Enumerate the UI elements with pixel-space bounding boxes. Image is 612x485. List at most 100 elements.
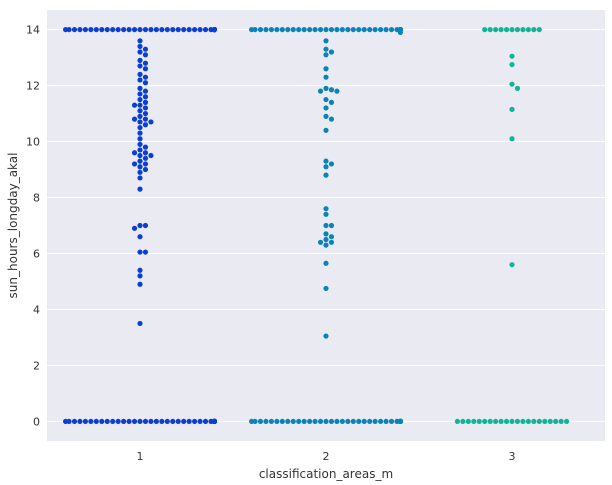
data-point xyxy=(323,113,329,119)
data-point xyxy=(525,26,531,33)
data-point xyxy=(249,418,255,425)
data-point xyxy=(164,26,170,33)
data-point xyxy=(356,26,362,33)
data-point xyxy=(397,418,403,425)
data-point xyxy=(290,26,296,33)
data-point xyxy=(142,116,149,122)
data-point xyxy=(328,239,335,245)
data-point xyxy=(137,124,143,131)
data-point xyxy=(137,152,143,159)
data-point xyxy=(137,77,143,83)
data-point xyxy=(142,144,149,150)
data-point xyxy=(493,26,499,33)
data-point xyxy=(99,418,105,425)
data-point xyxy=(553,418,559,425)
data-point xyxy=(312,418,318,425)
data-point xyxy=(317,26,324,33)
data-point xyxy=(328,161,335,167)
data-point xyxy=(197,418,203,425)
data-point xyxy=(328,87,335,93)
data-point xyxy=(323,172,329,178)
data-point xyxy=(121,26,127,33)
data-point xyxy=(323,333,329,339)
data-point xyxy=(137,222,143,229)
data-point xyxy=(77,26,83,33)
data-point xyxy=(531,418,537,425)
data-point xyxy=(482,418,488,425)
data-point xyxy=(131,225,138,231)
data-point xyxy=(71,26,78,33)
data-point xyxy=(514,418,521,425)
data-point xyxy=(192,26,198,33)
data-point xyxy=(99,26,105,33)
data-point xyxy=(263,418,269,425)
data-point xyxy=(110,26,116,33)
data-point xyxy=(137,158,143,164)
data-point xyxy=(317,88,324,94)
data-point xyxy=(142,105,149,111)
data-point xyxy=(137,119,143,125)
data-point xyxy=(137,234,143,240)
data-point xyxy=(131,418,138,425)
data-point xyxy=(257,418,264,425)
data-point xyxy=(148,418,154,425)
data-point xyxy=(536,418,542,425)
data-point xyxy=(460,418,466,425)
data-point xyxy=(148,26,154,33)
data-point xyxy=(482,26,488,33)
data-point xyxy=(323,74,329,80)
data-point xyxy=(285,26,291,33)
data-point xyxy=(323,206,329,212)
data-point xyxy=(137,249,143,255)
data-point xyxy=(339,26,345,33)
data-point xyxy=(63,418,69,425)
data-point xyxy=(328,222,335,229)
data-point xyxy=(148,152,154,159)
data-point xyxy=(345,418,351,425)
data-point xyxy=(323,96,329,103)
data-point xyxy=(498,26,504,33)
data-point xyxy=(274,26,280,33)
data-point xyxy=(257,26,264,33)
x-tick-label: 1 xyxy=(137,450,144,463)
data-point xyxy=(170,26,176,33)
data-point xyxy=(71,418,78,425)
data-point xyxy=(175,418,181,425)
data-point xyxy=(181,26,187,33)
data-point xyxy=(186,418,192,425)
data-point xyxy=(137,85,143,91)
data-point xyxy=(367,418,373,425)
data-point xyxy=(307,26,313,33)
data-point xyxy=(115,26,121,33)
data-point xyxy=(542,418,548,425)
data-point xyxy=(323,52,329,58)
y-tick-labels: 0 2 4 6 8 10 12 14 xyxy=(26,24,40,429)
data-point xyxy=(487,418,493,425)
data-point xyxy=(268,418,274,425)
data-point xyxy=(301,418,307,425)
data-point xyxy=(509,81,515,87)
data-point xyxy=(137,141,143,147)
data-point xyxy=(142,161,149,167)
data-point xyxy=(137,96,143,103)
data-point xyxy=(211,26,217,33)
data-point xyxy=(361,26,367,33)
y-tick-label: 4 xyxy=(33,303,40,316)
data-point xyxy=(323,242,329,248)
data-point xyxy=(164,418,170,425)
x-axis-label: classification_areas_m xyxy=(259,467,393,481)
data-point xyxy=(350,26,356,33)
y-tick-label: 10 xyxy=(26,136,40,149)
data-point xyxy=(82,26,88,33)
data-point xyxy=(137,164,143,170)
data-point xyxy=(142,418,149,425)
data-point xyxy=(509,61,515,68)
y-tick-label: 2 xyxy=(33,359,40,372)
data-point xyxy=(142,166,149,173)
y-tick-label: 0 xyxy=(33,415,40,428)
y-axis-label: sun_hours_longday_akal xyxy=(6,153,20,299)
data-point xyxy=(142,155,149,161)
data-point xyxy=(153,418,159,425)
data-point xyxy=(137,130,143,136)
data-point xyxy=(334,26,340,33)
